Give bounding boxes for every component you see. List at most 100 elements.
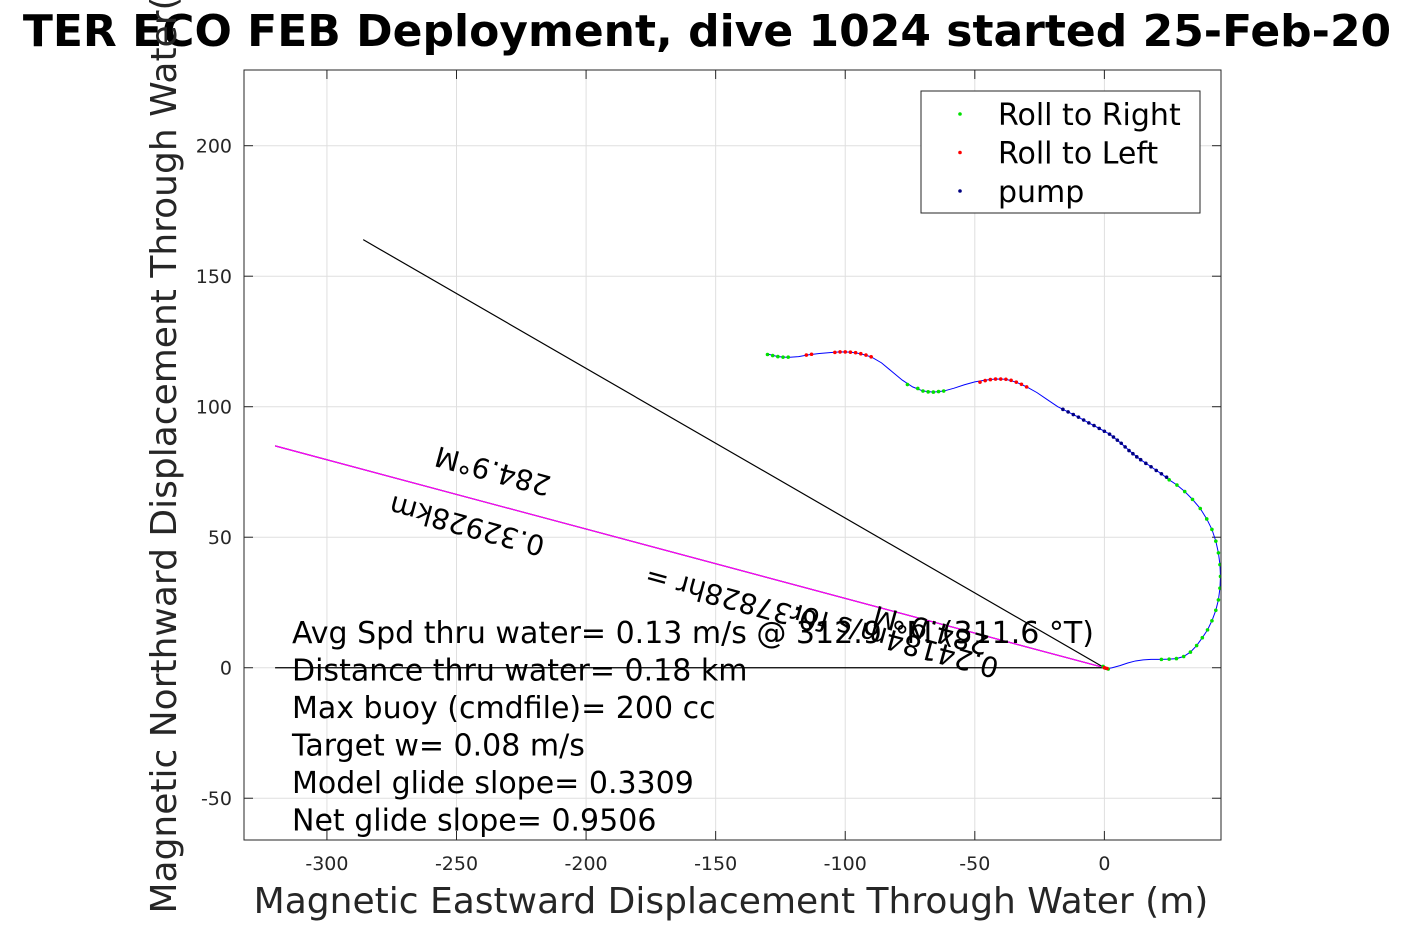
data-point (905, 382, 910, 387)
tick-labels: -300 -250 -200 -150 -100 -50 0 -50 0 50 100 150 200 (196, 136, 1111, 875)
data-point (978, 380, 982, 384)
data-point (1131, 451, 1135, 456)
data-point (1119, 441, 1124, 446)
data-point (1218, 562, 1221, 567)
data-point (1205, 628, 1210, 632)
data-point (1167, 657, 1171, 661)
data-point (1216, 598, 1221, 602)
data-point (1216, 551, 1221, 555)
data-point (1218, 574, 1221, 579)
data-point (1014, 380, 1019, 384)
data-point (838, 350, 842, 354)
data-point (1076, 415, 1081, 419)
data-point (858, 351, 863, 356)
data-point (1210, 618, 1214, 623)
legend-label: Roll to Right (998, 98, 1181, 133)
data-point (804, 353, 809, 357)
chart-title: TER ECO FEB Deployment, dive 1024 starte… (23, 6, 1391, 57)
data-point (1214, 608, 1218, 613)
data-point (1144, 461, 1148, 466)
y-axis-label: Magnetic Northward Displacement Through … (144, 0, 185, 914)
data-point (1190, 497, 1195, 502)
y-tick-label: 200 (196, 136, 232, 158)
data-point (1164, 475, 1169, 479)
legend-marker (958, 189, 962, 193)
y-tick-label: -50 (201, 788, 232, 810)
data-point (915, 386, 920, 391)
data-point (833, 350, 837, 355)
data-point (1149, 464, 1153, 469)
data-point (1159, 657, 1164, 662)
reference-line (362, 239, 1105, 669)
data-point (1194, 643, 1199, 648)
data-point (853, 350, 858, 355)
data-point (1061, 407, 1065, 412)
stats-line: Avg Spd thru water= 0.13 m/s @ 312.9 °M … (292, 616, 1094, 651)
x-tick-label: -300 (305, 853, 348, 875)
y-tick-label: 150 (196, 266, 232, 288)
legend-box (920, 90, 1201, 214)
data-point (1004, 377, 1008, 382)
x-tick-label: -100 (824, 853, 867, 875)
x-axis-label: Magnetic Eastward Displacement Through W… (254, 881, 1209, 922)
data-point (926, 390, 930, 394)
y-tick-label: 100 (196, 397, 232, 419)
data-point (1087, 421, 1091, 425)
data-point (1111, 435, 1116, 439)
data-point (1167, 477, 1171, 482)
data-point (1154, 468, 1159, 473)
data-point (864, 353, 868, 357)
data-point (1214, 539, 1218, 543)
data-point (770, 353, 775, 358)
data-point (941, 389, 946, 393)
data-point (1115, 438, 1120, 442)
y-tick-label: 0 (220, 658, 232, 680)
data-point (1019, 382, 1024, 387)
data-point (1071, 412, 1076, 417)
data-point (843, 350, 848, 354)
x-tick-label: -50 (959, 853, 990, 875)
stats-line: Distance thru water= 0.18 km (292, 654, 747, 689)
legend-label: Roll to Left (998, 137, 1158, 172)
plot-frame (243, 69, 1222, 841)
data-point (1218, 586, 1221, 590)
data-point (1009, 378, 1013, 383)
data-point (765, 352, 770, 357)
x-tick-label: -200 (565, 853, 608, 875)
data-layer (274, 239, 1221, 671)
legend-marker (958, 112, 962, 116)
stats-line: Model glide slope= 0.3309 (292, 766, 694, 801)
data-point (869, 355, 873, 359)
data-point (781, 355, 785, 359)
data-point (1123, 445, 1127, 449)
data-point (786, 355, 791, 359)
data-point (1024, 385, 1029, 389)
data-point (1174, 656, 1179, 661)
data-point (998, 377, 1003, 381)
data-point (921, 389, 925, 393)
data-point (1107, 432, 1112, 436)
data-point (1102, 429, 1107, 434)
data-point (1188, 650, 1193, 654)
data-point (809, 352, 814, 357)
legend-marker (958, 150, 962, 155)
data-point (1198, 506, 1203, 511)
data-point (1210, 527, 1214, 532)
data-point (776, 354, 780, 359)
data-point (1081, 418, 1086, 422)
data-point (1092, 423, 1096, 428)
x-tick-label: -150 (694, 853, 737, 875)
stats-line: Net glide slope= 0.9506 (292, 804, 656, 839)
data-point (993, 377, 998, 381)
data-point (1134, 455, 1139, 459)
data-point (1105, 666, 1109, 671)
data-point (1127, 448, 1131, 453)
stats-line: Target w= 0.08 m/s (291, 729, 585, 764)
data-point (1159, 471, 1164, 476)
data-point (1175, 483, 1179, 487)
data-point (1181, 654, 1186, 659)
data-point (1182, 489, 1187, 494)
x-tick-label: 0 (1098, 853, 1110, 875)
